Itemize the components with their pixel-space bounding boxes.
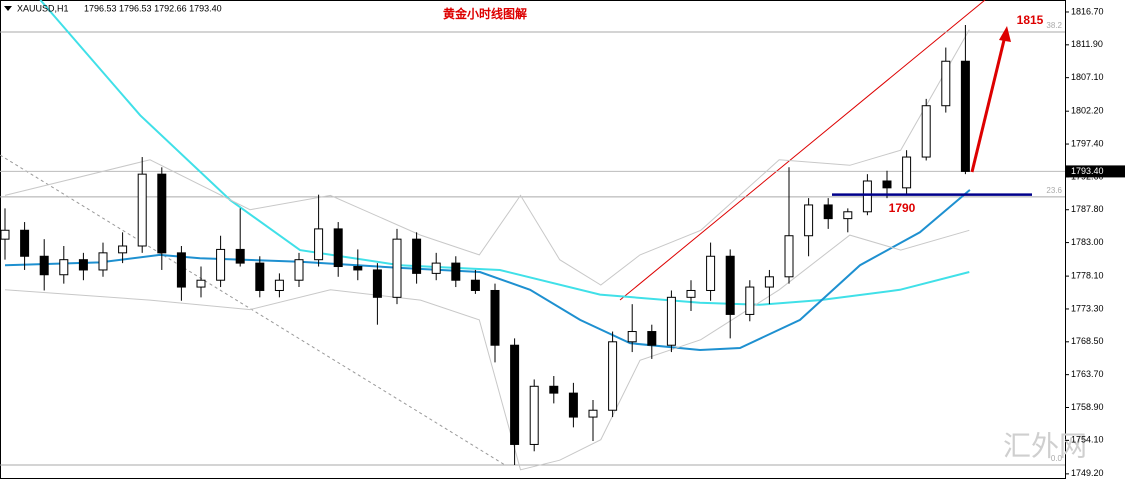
candle-body [39, 255, 49, 276]
y-tick-label: 1749.20 [1071, 468, 1104, 478]
candle-body [490, 289, 500, 346]
trend-line [619, 0, 986, 301]
candle-body [784, 235, 794, 278]
candle-body [725, 255, 735, 315]
candle-body [59, 259, 69, 276]
candle-body [294, 259, 304, 281]
candle-body [176, 252, 186, 288]
candle-body [255, 262, 265, 291]
candle-body [98, 252, 108, 271]
candle-body [647, 331, 657, 346]
candle-body [431, 262, 441, 274]
y-tick-label: 1754.10 [1071, 435, 1104, 445]
candle-body [588, 409, 598, 418]
y-tick-label: 1773.30 [1071, 303, 1104, 313]
fib-label: 23.6 [1046, 186, 1062, 195]
candle-body [941, 60, 951, 107]
candle-body [314, 228, 324, 261]
y-tick-label: 1802.20 [1071, 106, 1104, 116]
candle-body [882, 180, 892, 189]
y-tick-label: 1763.70 [1071, 369, 1104, 379]
candle-body [686, 289, 696, 298]
candle-body [333, 228, 343, 268]
symbol: XAUUSD,H1 [17, 3, 69, 13]
candle-body [902, 156, 912, 189]
candle-body [843, 211, 853, 220]
y-tick-label: 1816.70 [1071, 6, 1104, 16]
candle-body [372, 269, 382, 298]
indicator-line [4, 229, 970, 471]
candle-body [745, 286, 755, 315]
candle-body [862, 180, 872, 213]
candle-body [274, 279, 284, 291]
candle-body [568, 392, 578, 418]
candle-body [666, 296, 676, 346]
fib-label: 0.0 [1051, 454, 1063, 463]
candle-body [392, 238, 402, 298]
support-label: 1790 [889, 201, 916, 215]
candle-body [706, 255, 716, 291]
candle-body [627, 331, 637, 343]
candle-body [608, 341, 618, 411]
candle-body [412, 238, 422, 274]
arrow-head [999, 26, 1011, 42]
candle-body [764, 276, 774, 288]
y-tick-label: 1768.50 [1071, 336, 1104, 346]
candle-body [78, 259, 88, 271]
candle-body [157, 173, 167, 254]
candle-body [510, 344, 520, 445]
price-box [1065, 165, 1125, 178]
candle-body [921, 105, 931, 158]
candle-body [529, 385, 539, 445]
candle-body [137, 173, 147, 247]
candle-body [960, 60, 970, 172]
candle-body [353, 266, 363, 271]
y-tick-label: 1758.90 [1071, 402, 1104, 412]
annotation: 1815 [1017, 13, 1044, 27]
quote: 1796.53 1796.53 1792.66 1793.40 [84, 3, 222, 13]
candle-body [804, 204, 814, 237]
menu-icon [4, 6, 12, 11]
candle-body [235, 248, 245, 264]
candle-body [549, 385, 559, 394]
y-tick-label: 1778.10 [1071, 270, 1104, 280]
candle-body [470, 279, 480, 291]
candle-body [451, 262, 461, 281]
indicator-line [39, 0, 970, 306]
y-tick-label: 1783.00 [1071, 237, 1104, 247]
fib-label: 38.2 [1046, 21, 1062, 30]
candle-body [196, 279, 206, 288]
price-label: 1793.40 [1071, 166, 1104, 176]
chart-title: 黄金小时线图解 [443, 6, 527, 21]
y-tick-label: 1807.10 [1071, 72, 1104, 82]
arrow [970, 35, 1007, 173]
trend-line [0, 154, 506, 466]
candle-body [20, 229, 30, 257]
candle-body [216, 248, 226, 281]
y-tick-label: 1797.40 [1071, 138, 1104, 148]
watermark: 汇外网 [1003, 430, 1087, 463]
candle-body [823, 204, 833, 220]
y-tick-label: 1811.90 [1071, 39, 1103, 49]
y-tick-label: 1787.80 [1071, 204, 1104, 214]
candle-body [118, 245, 128, 254]
candle-body [0, 229, 10, 240]
indicator-line [4, 29, 970, 286]
